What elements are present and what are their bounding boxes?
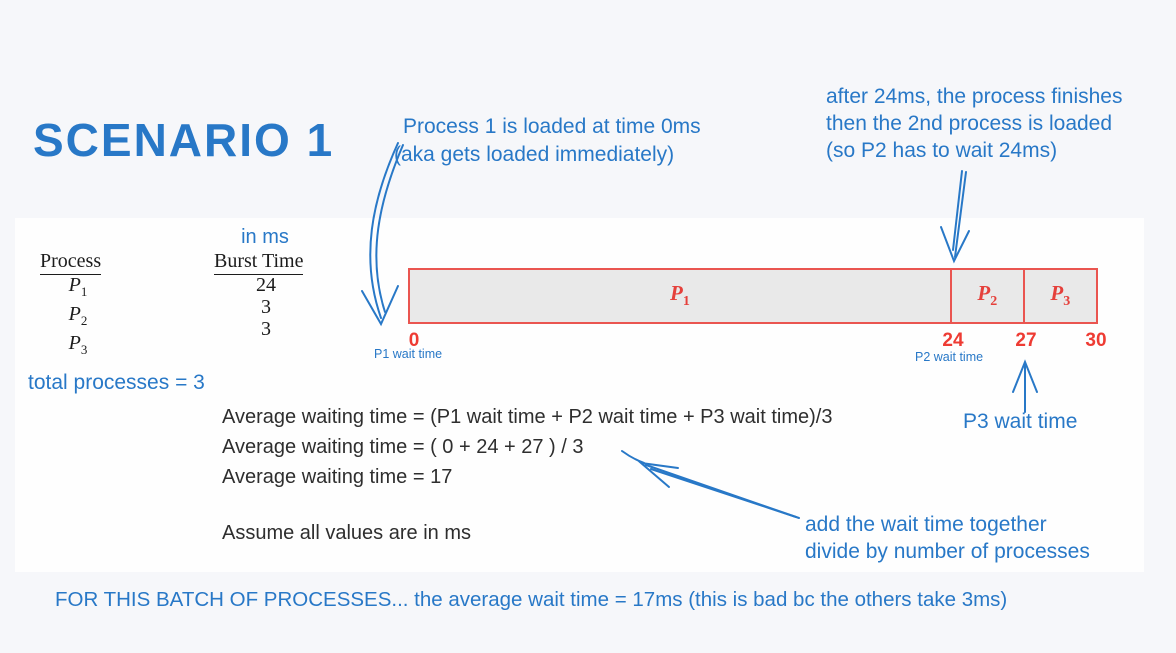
- process-label: P3: [68, 332, 88, 357]
- calc-line: Average waiting time = ( 0 + 24 + 27 ) /…: [222, 436, 584, 458]
- gantt-chart: P1 P2 P3: [408, 268, 1098, 324]
- gantt-segment-label: P2: [977, 281, 998, 310]
- process-label: P2: [68, 303, 88, 328]
- annotation-line: (so P2 has to wait 24ms): [826, 139, 1058, 162]
- gantt-segment-p2: P2: [952, 270, 1025, 322]
- annotation-line: add the wait time together: [805, 513, 1047, 536]
- total-processes-note: total processes = 3: [28, 371, 205, 394]
- assumption-note: Assume all values are in ms: [222, 522, 471, 544]
- table-header-burst: Burst Time: [214, 250, 304, 275]
- table-unit-note: in ms: [241, 226, 289, 248]
- calc-line: Average waiting time = 17: [222, 466, 453, 488]
- process-label: P1: [68, 274, 88, 299]
- axis-tick: 30: [1085, 330, 1107, 351]
- annotation-p1-loaded: Process 1 is loaded at time 0ms (aka get…: [394, 113, 701, 169]
- burst-value: 3: [261, 318, 271, 340]
- calc-line: Average waiting time = (P1 wait time + P…: [222, 406, 833, 428]
- conclusion-text: FOR THIS BATCH OF PROCESSES... the avera…: [55, 588, 1008, 611]
- axis-tick: 27: [1015, 330, 1037, 351]
- gantt-axis: 0 24 27 30: [408, 330, 1107, 352]
- annotation-line: divide by number of processes: [805, 540, 1090, 563]
- p2-wait-time-label: P2 wait time: [915, 350, 984, 364]
- gantt-segment-label: P3: [1050, 281, 1071, 310]
- burst-value: 3: [261, 296, 271, 318]
- table-header-process: Process: [40, 250, 102, 275]
- average-waiting-time-calculation: Average waiting time = (P1 wait time + P…: [222, 402, 832, 492]
- gantt-segment-label: P1: [670, 281, 690, 310]
- annotation-line: (aka gets loaded immediately): [394, 143, 675, 166]
- table-burst-column: 24 3 3: [238, 274, 294, 340]
- table-process-column: P1 P2 P3: [55, 274, 101, 361]
- p1-wait-time-label: P1 wait time: [374, 347, 443, 361]
- annotation-line: after 24ms, the process finishes: [826, 85, 1123, 108]
- p3-wait-time-label: P3 wait time: [963, 410, 1078, 433]
- gantt-segment-p1: P1: [410, 270, 952, 322]
- annotation-line: Process 1 is loaded at time 0ms: [403, 115, 701, 138]
- annotation-after-24ms: after 24ms, the process finishes then th…: [826, 83, 1122, 164]
- axis-tick: 24: [942, 330, 964, 351]
- page-title: SCENARIO 1: [33, 114, 335, 166]
- annotation-add-divide: add the wait time together divide by num…: [805, 511, 1090, 565]
- burst-value: 24: [256, 274, 276, 296]
- annotation-line: then the 2nd process is loaded: [826, 112, 1113, 135]
- axis-tick: 0: [408, 330, 420, 351]
- gantt-segment-p3: P3: [1025, 270, 1096, 322]
